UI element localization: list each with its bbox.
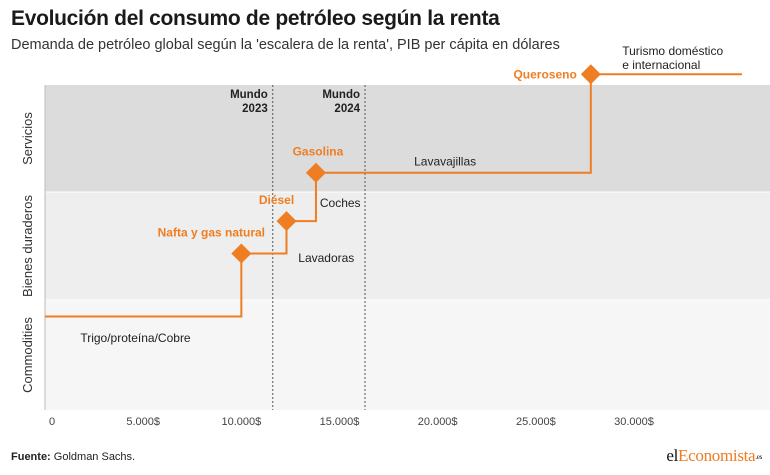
product-marker [231,243,252,264]
step-line [45,73,742,318]
reference-label: Mundo [230,89,268,101]
logo-tld: .es [755,453,762,461]
product-marker [580,64,601,85]
annotation-label: Lavadoras [298,251,354,265]
x-tick-label: 0 [49,416,55,428]
band-label: Bienes duraderos [20,195,35,297]
product-marker [276,211,297,232]
annotation-label: Coches [320,196,361,210]
reference-year: 2023 [242,103,268,115]
product-label: Gasolina [293,145,344,159]
product-label: Nafta y gas natural [158,226,265,240]
annotation-label: Turismo doméstico [622,44,723,58]
band-label: Servicios [20,112,35,165]
step-chart: Servicios Bienes duraderos Commodities 0 5.0… [20,44,770,428]
x-tick-label: 5.000$ [126,416,160,428]
x-tick-label: 15.000$ [320,416,360,428]
band-3 [45,300,770,410]
x-tick-label: 20.000$ [418,416,458,428]
annotation-label: Trigo/proteína/Cobre [80,331,191,345]
reference-year: 2024 [334,103,360,115]
source-label: Fuente: [11,451,51,463]
band-1 [45,85,770,192]
product-marker [305,162,326,183]
annotation-label: Lavavajillas [414,154,476,168]
logo-accent: Economista [678,446,756,465]
product-label: Diésel [259,193,294,207]
band-2 [45,192,770,300]
source-note: Fuente: Goldman Sachs. [11,451,135,463]
chart-title: Evolución del consumo de petróleo según … [11,7,500,30]
logo-prefix: el [666,446,679,465]
chart-subtitle: Demanda de petróleo global según la 'esc… [11,37,560,53]
x-tick-label: 25.000$ [516,416,556,428]
reference-label: Mundo [322,89,360,101]
band-label: Commodities [20,317,35,393]
eleconomista-logo: elEconomista.es [666,446,762,466]
source-text: Goldman Sachs. [50,451,136,463]
annotation-label-line2: e internacional [622,58,700,72]
product-label: Queroseno [513,67,576,81]
x-tick-label: 10.000$ [221,416,261,428]
x-tick-label: 30.000$ [614,416,654,428]
